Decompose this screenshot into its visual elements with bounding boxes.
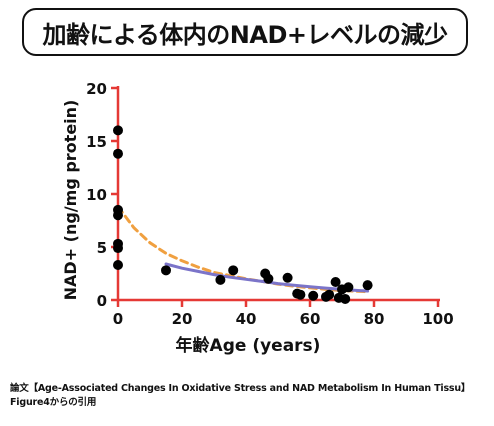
y-axis-label: NAD+ (ng/mg protein)	[61, 100, 80, 301]
caption-figure-ref: Figure4からの引用	[10, 397, 97, 408]
y-tick-label: 0	[97, 292, 107, 310]
x-tick-label: 60	[300, 310, 321, 328]
x-tick-label: 20	[172, 310, 193, 328]
data-point	[343, 282, 354, 293]
x-tick-label: 100	[422, 310, 453, 328]
x-tick-label: 80	[364, 310, 385, 328]
data-point	[308, 290, 319, 301]
caption-citation: 論文【Age-Associated Changes In Oxidative S…	[10, 383, 471, 394]
y-tick-label: 20	[86, 80, 107, 98]
y-tick-label: 10	[86, 186, 107, 204]
y-tick-label: 15	[86, 133, 107, 151]
data-point	[113, 148, 123, 159]
data-point	[113, 210, 123, 221]
data-point	[113, 125, 123, 136]
data-point	[282, 272, 293, 283]
x-tick-label: 0	[113, 310, 123, 328]
data-point	[330, 276, 341, 287]
data-point	[263, 273, 274, 284]
data-point	[228, 265, 239, 276]
data-point	[161, 265, 171, 276]
page-title: 加齢による体内のNAD+レベルの減少	[42, 20, 448, 49]
y-tick-label: 5	[97, 239, 107, 257]
data-point	[113, 243, 123, 254]
data-point	[113, 260, 123, 271]
data-point	[215, 274, 226, 285]
data-point	[340, 293, 351, 304]
x-tick-label: 40	[236, 310, 257, 328]
data-point	[362, 280, 373, 291]
data-point	[295, 289, 306, 300]
title-box: 加齢による体内のNAD+レベルの減少	[22, 8, 468, 56]
x-axis-label: 年齢Age (years)	[176, 335, 321, 356]
data-point	[324, 289, 335, 300]
